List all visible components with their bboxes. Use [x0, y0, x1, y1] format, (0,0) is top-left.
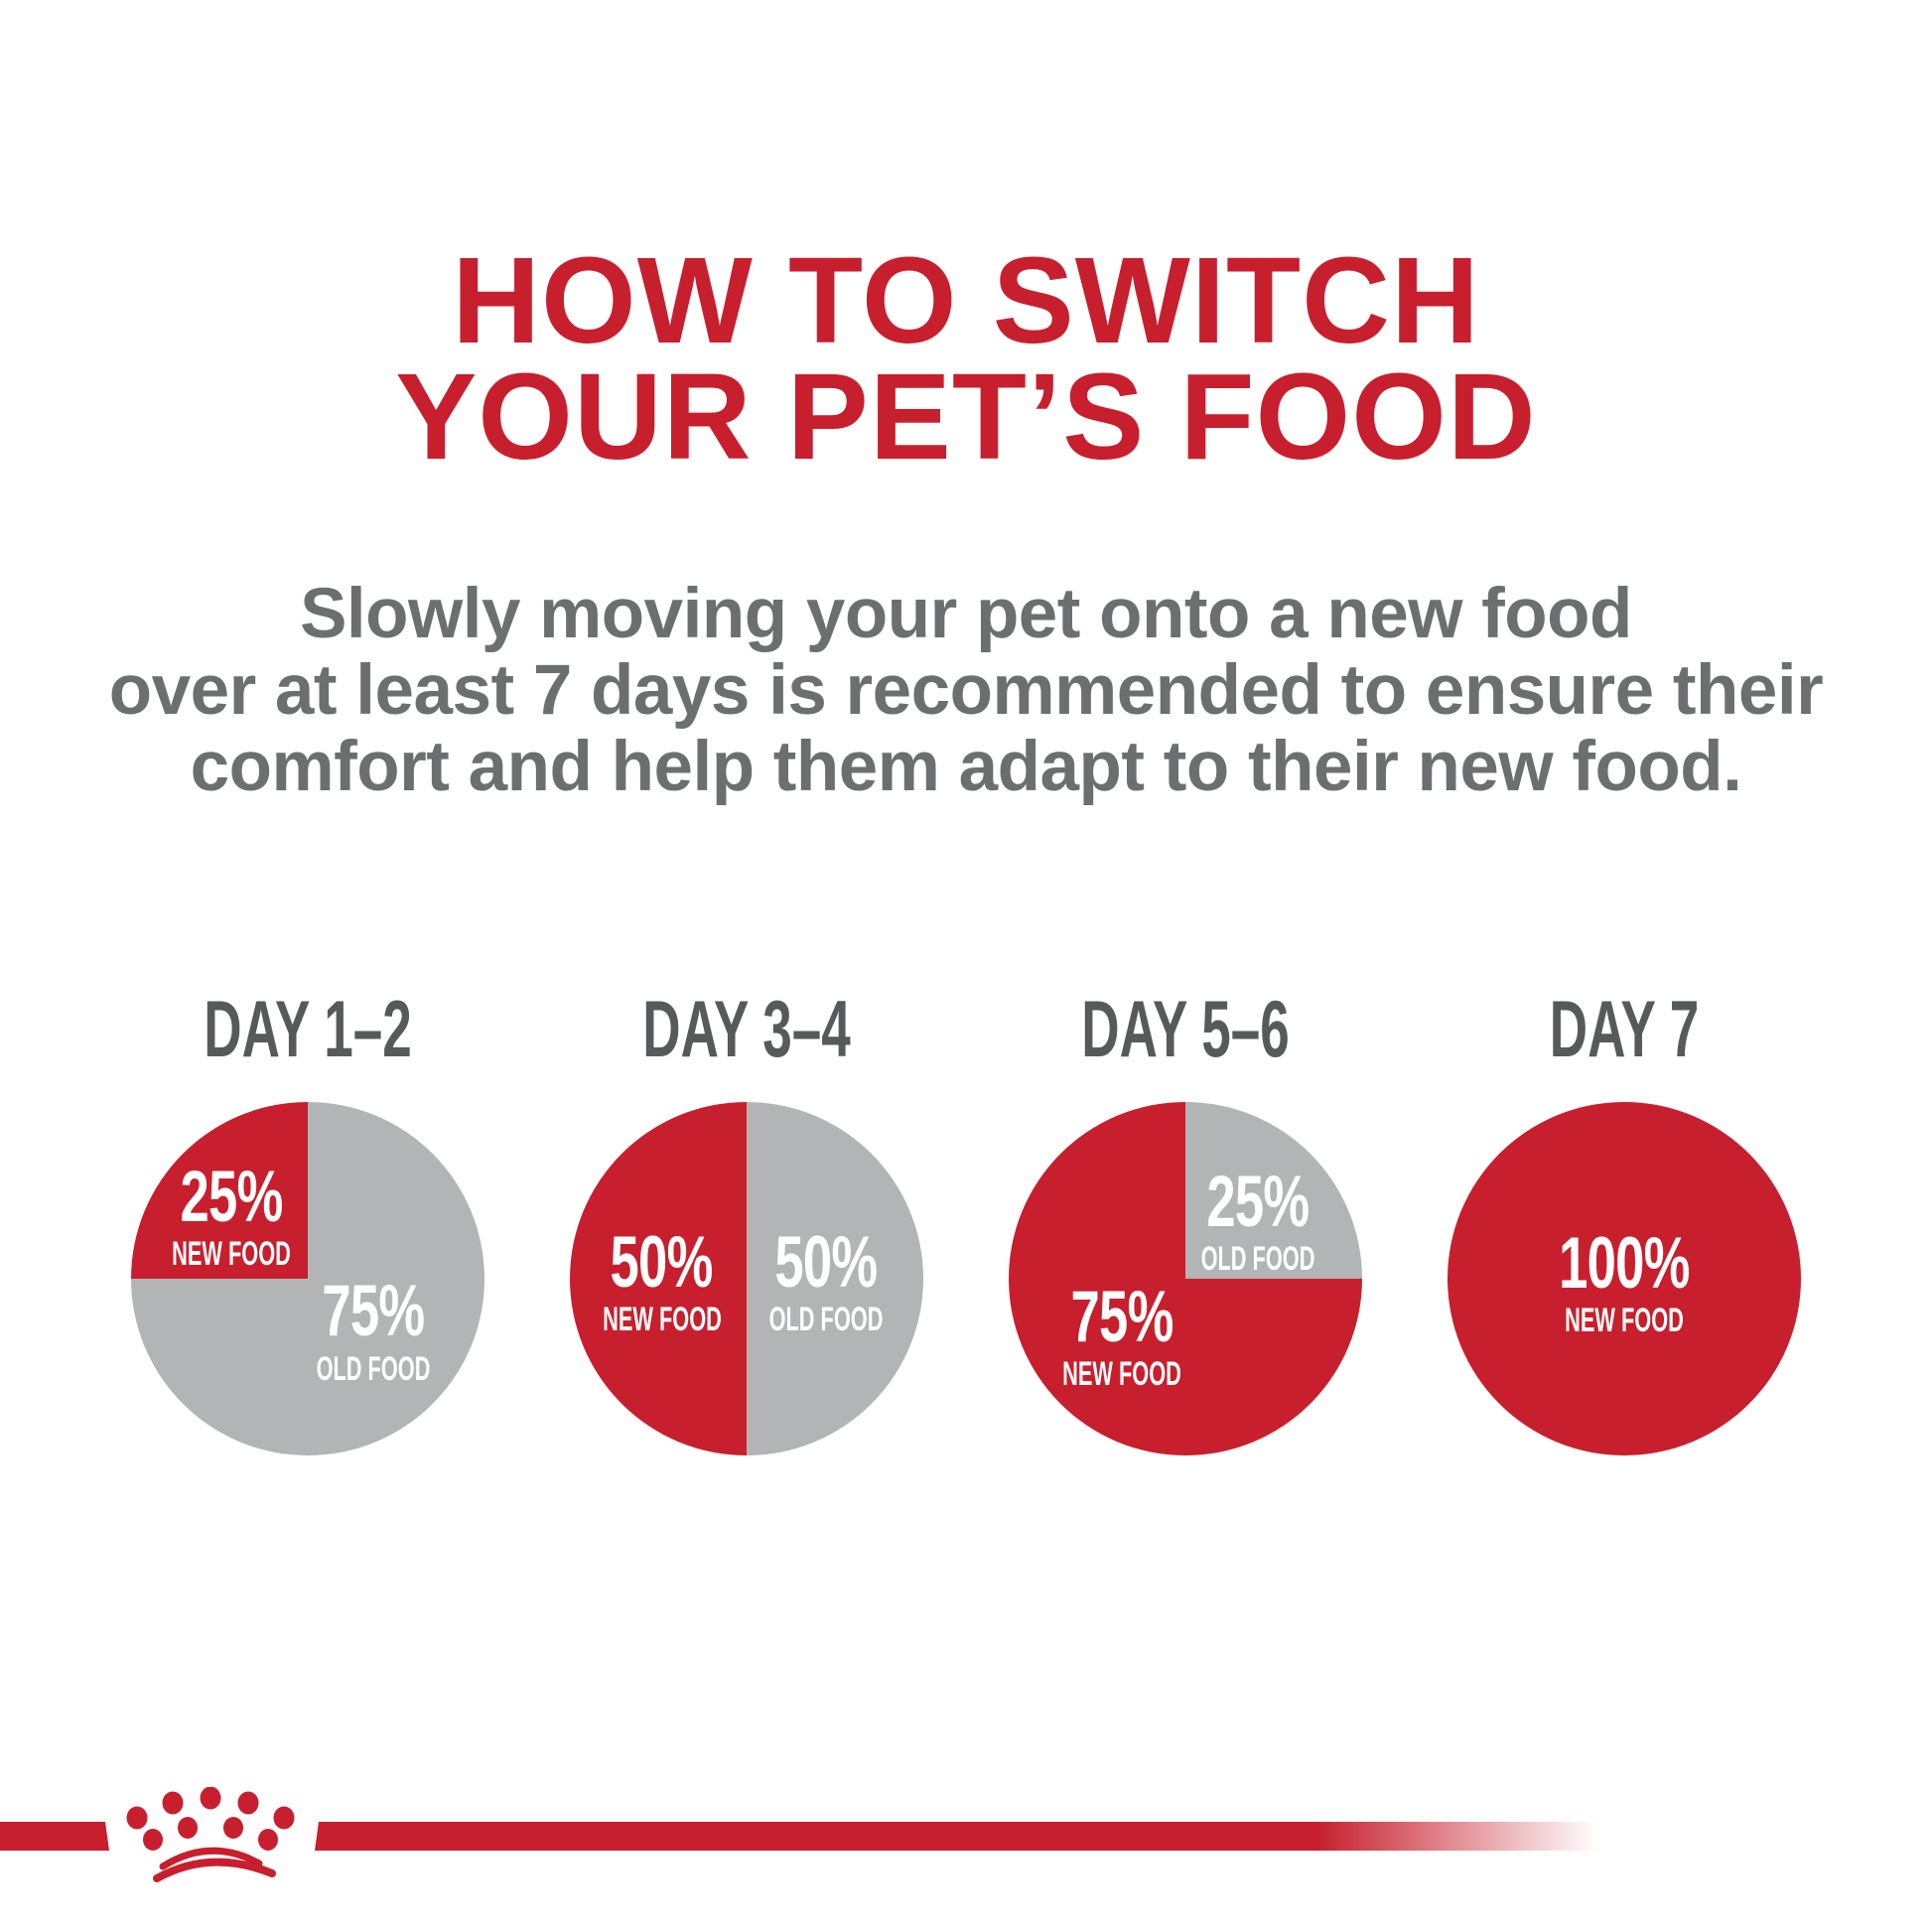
slice-name: NEW FOOD: [172, 1234, 292, 1273]
slice-percent: 50%: [611, 1221, 714, 1303]
pie-chart: 75% OLD FOOD 25% NEW FOOD: [131, 1102, 484, 1455]
slice-name: OLD FOOD: [768, 1300, 884, 1338]
footer-bar-right-segment: [315, 1822, 1598, 1851]
slice-label: 25% NEW FOOD: [139, 1156, 325, 1273]
crown-base-arcs: [153, 1847, 276, 1882]
slice-label: 75% NEW FOOD: [1029, 1276, 1214, 1393]
pie-chart: 25% OLD FOOD 75% NEW FOOD: [1009, 1102, 1362, 1455]
pie-day-block-1: DAY 3–4 50% OLD FOOD 50% NEW FOOD: [570, 988, 923, 1455]
subtitle-line1: Slowly moving your pet onto a new food: [300, 575, 1632, 653]
royal-canin-crown-logo: [126, 1787, 295, 1882]
pie-day-block-2: DAY 5–6 25% OLD FOOD 75% NEW FOOD: [1009, 988, 1362, 1455]
footer-bar-left-segment: [0, 1822, 109, 1851]
page-title-line1: HOW TO SWITCH: [452, 233, 1480, 369]
slice-label: 50% OLD FOOD: [737, 1221, 914, 1338]
slice-name: OLD FOOD: [316, 1349, 431, 1388]
pie-chart: 50% OLD FOOD 50% NEW FOOD: [570, 1102, 923, 1455]
slice-label: 100% NEW FOOD: [1532, 1223, 1718, 1340]
pie-category-label: DAY 3–4: [642, 985, 851, 1074]
pie-chart: 100% NEW FOOD: [1448, 1102, 1801, 1455]
slice-name: NEW FOOD: [1062, 1354, 1181, 1393]
slice-name: NEW FOOD: [1565, 1302, 1684, 1340]
slice-label: 25% OLD FOOD: [1169, 1161, 1346, 1279]
slice-percent: 75%: [322, 1271, 425, 1352]
pie-chart-row: DAY 1–2 75% OLD FOOD 25% NEW FOOD DAY 3–4 50% O…: [0, 988, 1932, 1455]
slice-name: NEW FOOD: [602, 1300, 722, 1338]
subtitle-line3: comfort and help them adapt to their new…: [190, 728, 1742, 806]
slice-percent: 25%: [180, 1156, 284, 1237]
slice-label: 50% NEW FOOD: [569, 1221, 755, 1338]
subtitle-line2: over at least 7 days is recommended to e…: [108, 651, 1824, 730]
slice-percent: 75%: [1070, 1276, 1173, 1357]
page-title-line2: YOUR PET’S FOOD: [395, 349, 1537, 485]
slice-percent: 100%: [1559, 1223, 1690, 1305]
pie-category-label: DAY 1–2: [204, 985, 412, 1074]
page-title: HOW TO SWITCH YOUR PET’S FOOD: [0, 233, 1932, 485]
pie-day-block-3: DAY 7 100% NEW FOOD: [1448, 988, 1801, 1455]
slice-percent: 25%: [1206, 1161, 1310, 1242]
page-subtitle: Slowly moving your pet onto a new food o…: [0, 576, 1932, 805]
crown-dots: [126, 1787, 295, 1851]
pie-category-label: DAY 5–6: [1081, 985, 1290, 1074]
pie-category-label: DAY 7: [1549, 985, 1700, 1074]
pie-day-block-0: DAY 1–2 75% OLD FOOD 25% NEW FOOD: [131, 988, 484, 1455]
slice-name: OLD FOOD: [1200, 1240, 1315, 1279]
slice-label: 75% OLD FOOD: [284, 1271, 462, 1388]
slice-percent: 50%: [774, 1221, 879, 1303]
